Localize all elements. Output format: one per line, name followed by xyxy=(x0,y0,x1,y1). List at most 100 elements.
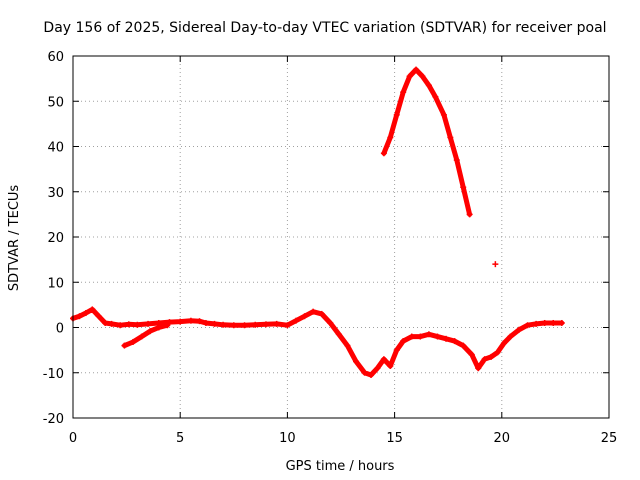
y-tick-label: 10 xyxy=(47,276,64,291)
chart-title: Day 156 of 2025, Sidereal Day-to-day VTE… xyxy=(43,20,606,36)
data-point xyxy=(177,318,184,325)
data-point xyxy=(292,317,299,324)
data-point xyxy=(524,322,531,329)
x-tick-label: 15 xyxy=(386,431,403,446)
data-point xyxy=(121,342,128,349)
data-point xyxy=(82,310,89,317)
x-tick-label: 10 xyxy=(279,431,296,446)
data-point xyxy=(460,184,467,191)
data-point xyxy=(230,322,237,329)
data-point xyxy=(125,321,132,328)
data-point xyxy=(466,211,473,218)
data-point xyxy=(468,351,475,358)
x-tick-label: 0 xyxy=(69,431,77,446)
data-point xyxy=(432,93,439,100)
data-point xyxy=(130,338,137,345)
y-axis-label: SDTVAR / TECUs xyxy=(7,185,22,292)
data-point xyxy=(301,313,308,320)
data-point xyxy=(406,73,413,80)
data-point xyxy=(387,362,394,369)
data-point xyxy=(95,313,102,320)
data-point xyxy=(361,369,368,376)
data-point xyxy=(241,322,248,329)
y-tick-label: -20 xyxy=(43,412,64,427)
data-point xyxy=(108,320,115,327)
y-tick-label: 0 xyxy=(56,322,64,337)
data-point xyxy=(453,157,460,164)
grid-lines xyxy=(73,56,609,418)
y-tick-label: -10 xyxy=(43,367,64,382)
y-tick-label: 50 xyxy=(47,95,64,110)
y-tick-label: 40 xyxy=(47,141,64,156)
x-tick-label: 20 xyxy=(494,431,511,446)
data-point xyxy=(460,342,467,349)
data-point xyxy=(220,321,227,328)
data-point xyxy=(89,306,96,313)
data-point xyxy=(393,347,400,354)
data-point xyxy=(408,333,415,340)
data-point xyxy=(145,320,152,327)
series-line xyxy=(70,306,565,378)
data-point xyxy=(488,353,495,360)
data-point xyxy=(507,333,514,340)
x-tick-label: 25 xyxy=(601,431,618,446)
data-point xyxy=(558,319,565,326)
data-point xyxy=(155,324,162,331)
data-point xyxy=(327,319,334,326)
data-point xyxy=(550,319,557,326)
y-axis-ticks: -20 -10 0 10 20 30 40 50 60 xyxy=(43,50,609,427)
y-tick-label: 20 xyxy=(47,231,64,246)
data-point xyxy=(434,333,441,340)
data-point xyxy=(393,111,400,118)
data-point xyxy=(400,89,407,96)
data-point xyxy=(318,310,325,317)
data-point xyxy=(76,313,83,320)
data-point xyxy=(380,356,387,363)
data-point xyxy=(374,365,381,372)
data-point xyxy=(147,328,154,335)
data-point xyxy=(481,356,488,363)
data-point xyxy=(310,308,317,315)
data-point xyxy=(335,331,342,338)
x-axis-label: GPS time / hours xyxy=(286,459,395,474)
data-point xyxy=(380,150,387,157)
series-line xyxy=(381,67,473,217)
data-point xyxy=(368,372,375,379)
data-point xyxy=(475,365,482,372)
data-point xyxy=(533,320,540,327)
data-series xyxy=(70,66,565,379)
data-point xyxy=(102,319,109,326)
data-point xyxy=(443,335,450,342)
data-point xyxy=(494,349,501,356)
data-point xyxy=(500,340,507,347)
data-point xyxy=(353,358,360,365)
y-tick-label: 30 xyxy=(47,186,64,201)
x-axis-ticks: 0 5 10 15 20 25 xyxy=(69,56,617,446)
data-point xyxy=(413,66,420,73)
data-point xyxy=(117,322,124,329)
data-point xyxy=(134,321,141,328)
data-point xyxy=(492,261,499,268)
data-point xyxy=(400,338,407,345)
data-point xyxy=(447,134,454,141)
data-point xyxy=(164,322,171,329)
data-point xyxy=(440,111,447,118)
data-point xyxy=(541,319,548,326)
data-point xyxy=(451,338,458,345)
data-point xyxy=(425,82,432,89)
data-point xyxy=(417,333,424,340)
data-point xyxy=(252,321,259,328)
data-point xyxy=(138,333,145,340)
data-point xyxy=(202,319,209,326)
data-point xyxy=(425,331,432,338)
x-tick-label: 5 xyxy=(176,431,184,446)
data-point xyxy=(196,318,203,325)
y-tick-label: 60 xyxy=(47,50,64,65)
data-point xyxy=(273,320,280,327)
data-point xyxy=(515,326,522,333)
data-point xyxy=(419,73,426,80)
data-point xyxy=(284,322,291,329)
data-point xyxy=(387,134,394,141)
data-point xyxy=(187,317,194,324)
